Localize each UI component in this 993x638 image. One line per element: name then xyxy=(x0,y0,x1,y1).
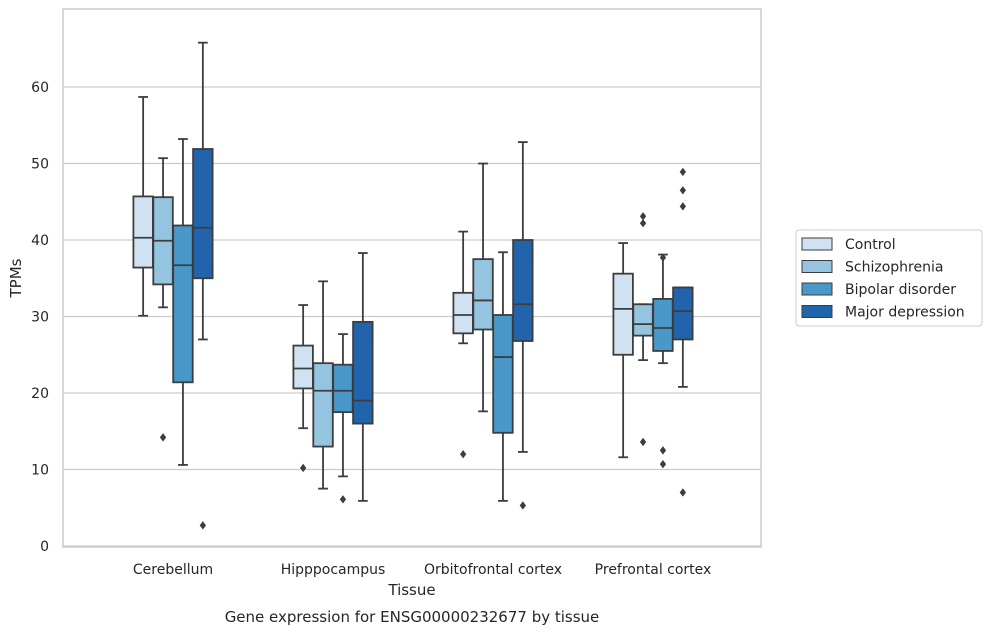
box-iqr xyxy=(292,344,314,390)
box-iqr xyxy=(472,258,494,331)
y-tick-label: 50 xyxy=(31,157,49,173)
box-plot xyxy=(332,333,354,504)
box-iqr xyxy=(172,224,194,384)
legend-label: Major depression xyxy=(845,305,965,321)
outlier-point xyxy=(679,202,686,211)
outlier-point xyxy=(199,521,206,530)
legend-swatch xyxy=(801,237,833,251)
box-plot xyxy=(472,162,494,413)
box-plot xyxy=(152,157,174,442)
y-tick-label: 10 xyxy=(31,463,49,479)
box-plot xyxy=(172,138,194,466)
box-plots xyxy=(132,41,694,530)
y-tick-labels: 0 10 20 30 40 50 60 xyxy=(31,80,49,555)
outlier-point xyxy=(639,218,647,228)
legend-frame xyxy=(795,229,983,327)
x-tick-label: Hipppocampus xyxy=(281,562,386,578)
box-plot xyxy=(132,96,154,317)
box-plot xyxy=(192,41,214,530)
x-axis-label: Tissue xyxy=(387,581,435,599)
outlier-point xyxy=(639,437,647,447)
outlier-point xyxy=(519,501,526,510)
box-plot xyxy=(492,251,514,502)
y-tick-label: 60 xyxy=(31,80,49,96)
legend-swatch xyxy=(801,260,833,273)
box-iqr xyxy=(332,363,354,414)
box-iqr xyxy=(652,298,674,352)
plot-frame xyxy=(62,8,762,548)
legend-swatch xyxy=(801,305,833,318)
box-plot xyxy=(452,230,474,459)
legend-label: Control xyxy=(845,237,896,253)
y-tick-label: 20 xyxy=(31,386,49,402)
box-iqr xyxy=(612,272,634,356)
outlier-point xyxy=(659,446,667,455)
box-iqr xyxy=(452,291,474,335)
box-iqr xyxy=(132,195,154,269)
outlier-point xyxy=(300,463,307,473)
x-tick-label: Orbitofrontal cortex xyxy=(424,562,562,578)
outlier-point xyxy=(679,186,686,195)
box-plot xyxy=(352,252,374,502)
outlier-point xyxy=(339,495,347,504)
box-plot xyxy=(652,253,674,469)
box-iqr xyxy=(672,286,694,341)
box-plot xyxy=(632,212,654,447)
box-plot xyxy=(612,242,634,459)
outlier-point xyxy=(679,167,686,177)
legend-label: Bipolar disorder xyxy=(845,282,956,298)
outlier-point xyxy=(659,459,667,469)
box-iqr xyxy=(192,148,214,280)
y-tick-label: 40 xyxy=(31,233,49,249)
legend-label: Schizophrenia xyxy=(845,260,943,276)
x-tick-label: Prefrontal cortex xyxy=(595,562,712,578)
box-iqr xyxy=(312,362,334,448)
legend-swatch xyxy=(801,282,833,296)
y-axis-label: TPMs xyxy=(7,258,25,298)
y-tick-label: 0 xyxy=(40,539,49,555)
x-tick-labels: Cerebellum Hipppocampus Orbitofrontal cort… xyxy=(133,562,711,578)
box-iqr xyxy=(512,239,534,342)
box-iqr xyxy=(492,314,514,434)
box-plot xyxy=(672,167,694,497)
outlier-point xyxy=(679,488,686,497)
box-plot xyxy=(512,141,534,510)
outlier-point xyxy=(460,450,467,459)
y-tick-label: 30 xyxy=(31,310,49,326)
outlier-point xyxy=(159,433,167,442)
chart-caption: Gene expression for ENSG00000232677 by t… xyxy=(225,608,600,626)
box-iqr xyxy=(632,303,654,337)
x-tick-label: Cerebellum xyxy=(133,562,213,578)
legend: Control Schizophrenia Bipolar disorder Majo… xyxy=(795,229,983,327)
outlier-point xyxy=(659,253,667,262)
outlier-point xyxy=(639,212,647,221)
box-iqr xyxy=(352,320,374,425)
